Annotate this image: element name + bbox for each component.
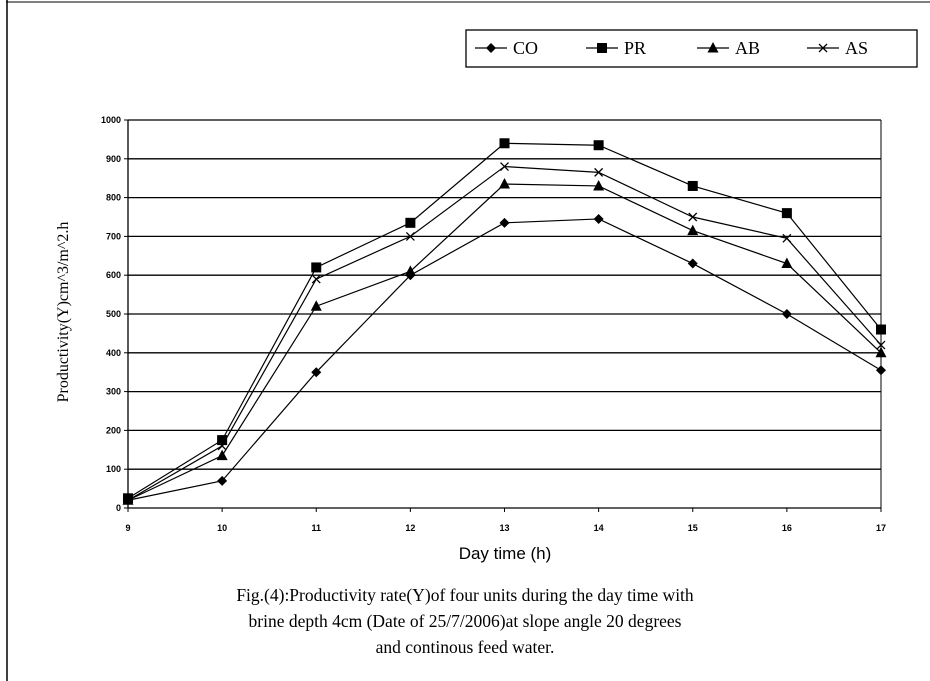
x-tick-label-15: 15 — [688, 523, 698, 533]
point-co-13 — [499, 217, 510, 228]
legend-marker-co — [486, 43, 496, 53]
x-tick-label-11: 11 — [311, 523, 321, 533]
series-pr — [123, 138, 886, 504]
y-tick-label-400: 400 — [106, 348, 121, 358]
point-co-17 — [876, 365, 886, 376]
y-tick-label-300: 300 — [106, 387, 121, 397]
point-as-16 — [782, 233, 792, 243]
series-as — [123, 162, 886, 505]
point-as-13 — [500, 162, 509, 172]
point-pr-13 — [499, 138, 510, 149]
point-ab-12 — [404, 265, 416, 276]
y-tick-label-800: 800 — [106, 193, 121, 203]
point-pr-15 — [687, 180, 698, 191]
point-pr-12 — [405, 217, 416, 228]
point-ab-11 — [310, 300, 322, 311]
series-line-pr — [127, 142, 882, 499]
point-co-11 — [311, 367, 322, 378]
x-tick-label-9: 9 — [125, 523, 130, 533]
x-tick-labels: 9 10 11 12 13 14 15 16 17 — [125, 523, 886, 533]
legend: CO PR AB AS — [465, 29, 918, 68]
point-pr-11 — [311, 262, 322, 273]
point-pr-14 — [593, 140, 604, 151]
point-co-14 — [593, 213, 604, 224]
series-line-ab — [127, 183, 882, 501]
point-ab-10 — [216, 449, 228, 461]
series-co — [123, 213, 886, 506]
point-as-10 — [217, 441, 227, 451]
y-tick-labels: 0 100 200 300 400 500 600 700 800 900 1000 — [101, 115, 121, 513]
point-pr-17 — [876, 324, 886, 335]
point-ab-14 — [593, 179, 605, 191]
point-as-15 — [688, 212, 698, 222]
legend-label-as: AS — [845, 38, 868, 58]
y-tick-label-0: 0 — [116, 503, 121, 513]
gridlines — [128, 119, 881, 470]
y-tick-label-1000: 1000 — [101, 115, 121, 125]
x-tick-label-16: 16 — [782, 523, 792, 533]
x-axis-label: Day time (h) — [459, 544, 552, 563]
series-ab — [122, 178, 887, 505]
y-tick-label-600: 600 — [106, 270, 121, 280]
point-ab-13 — [499, 178, 510, 189]
point-pr-10 — [217, 435, 228, 446]
legend-label-ab: AB — [735, 38, 760, 58]
y-tick-label-900: 900 — [106, 154, 121, 164]
point-as-14 — [594, 167, 604, 177]
legend-label-co: CO — [513, 38, 538, 58]
x-tick-label-14: 14 — [594, 523, 604, 533]
axes — [124, 119, 882, 512]
legend-box — [465, 29, 918, 68]
caption-line-1: Fig.(4):Productivity rate(Y)of four unit… — [236, 585, 694, 605]
caption-line-3: and continous feed water. — [375, 637, 555, 657]
point-as-12 — [405, 231, 415, 241]
x-tick-label-13: 13 — [499, 523, 509, 533]
y-tick-label-200: 200 — [106, 425, 121, 435]
legend-marker-pr — [597, 43, 607, 53]
point-ab-15 — [687, 224, 699, 236]
y-tick-label-100: 100 — [106, 464, 121, 474]
point-co-10 — [217, 475, 228, 486]
y-tick-label-700: 700 — [106, 231, 121, 241]
point-as-9 — [123, 495, 133, 505]
point-ab-16 — [781, 257, 793, 269]
point-pr-16 — [781, 208, 792, 219]
series-group — [122, 138, 887, 506]
legend-label-pr: PR — [624, 38, 646, 58]
y-tick-label-500: 500 — [106, 309, 121, 319]
figure-caption: Fig.(4):Productivity rate(Y)of four unit… — [20, 582, 910, 660]
point-co-15 — [687, 258, 698, 269]
series-line-as — [127, 165, 882, 501]
y-axis-label: Productivity(Y)cm^3/m^2.h — [55, 222, 72, 403]
legend-marker-as — [818, 43, 828, 53]
point-co-16 — [781, 309, 792, 319]
point-ab-17 — [875, 346, 887, 358]
series-line-co — [127, 218, 882, 501]
point-as-17 — [876, 340, 886, 350]
x-tick-label-12: 12 — [405, 523, 415, 533]
x-tick-label-17: 17 — [876, 523, 886, 533]
legend-marker-ab — [707, 42, 719, 53]
point-as-11 — [311, 274, 321, 284]
x-tick-label-10: 10 — [217, 523, 227, 533]
caption-line-2: brine depth 4cm (Date of 25/7/2006)at sl… — [248, 611, 682, 631]
